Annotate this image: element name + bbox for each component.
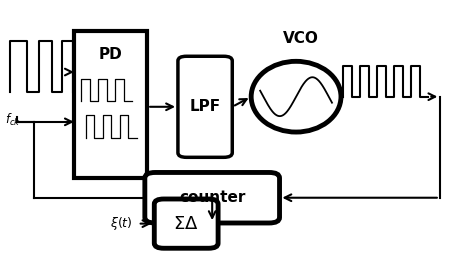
Text: $\Sigma\Delta$: $\Sigma\Delta$ (173, 215, 199, 233)
Text: $\xi(t)$: $\xi(t)$ (110, 215, 133, 232)
Text: PD: PD (99, 47, 122, 62)
Bar (74, 31, 147, 178)
FancyBboxPatch shape (145, 172, 280, 223)
Text: $f_{ck}$: $f_{ck}$ (5, 112, 21, 128)
FancyBboxPatch shape (178, 56, 232, 157)
Text: counter: counter (179, 190, 246, 205)
Text: VCO: VCO (283, 31, 319, 46)
Text: LPF: LPF (190, 99, 221, 114)
FancyBboxPatch shape (155, 199, 218, 248)
